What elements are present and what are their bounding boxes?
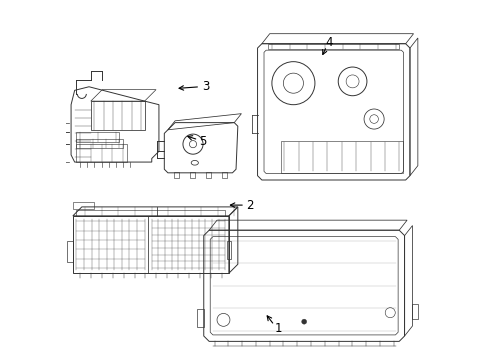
- Bar: [76, 139, 123, 148]
- Text: 4: 4: [325, 36, 333, 49]
- Bar: [76, 132, 120, 142]
- Bar: [73, 216, 229, 273]
- Bar: [281, 140, 403, 173]
- Bar: [76, 211, 225, 216]
- Text: 2: 2: [246, 199, 253, 212]
- Bar: [73, 202, 95, 209]
- Bar: [269, 44, 399, 49]
- Text: 5: 5: [199, 135, 207, 148]
- Bar: [197, 309, 204, 327]
- Bar: [91, 101, 145, 130]
- Bar: [68, 241, 73, 262]
- Text: 1: 1: [274, 321, 282, 334]
- Bar: [174, 172, 179, 178]
- Bar: [76, 144, 126, 162]
- Bar: [222, 172, 227, 178]
- Bar: [413, 305, 418, 319]
- Text: 3: 3: [202, 80, 209, 93]
- Bar: [227, 241, 231, 259]
- Circle shape: [302, 319, 307, 324]
- Bar: [206, 172, 211, 178]
- Bar: [190, 172, 195, 178]
